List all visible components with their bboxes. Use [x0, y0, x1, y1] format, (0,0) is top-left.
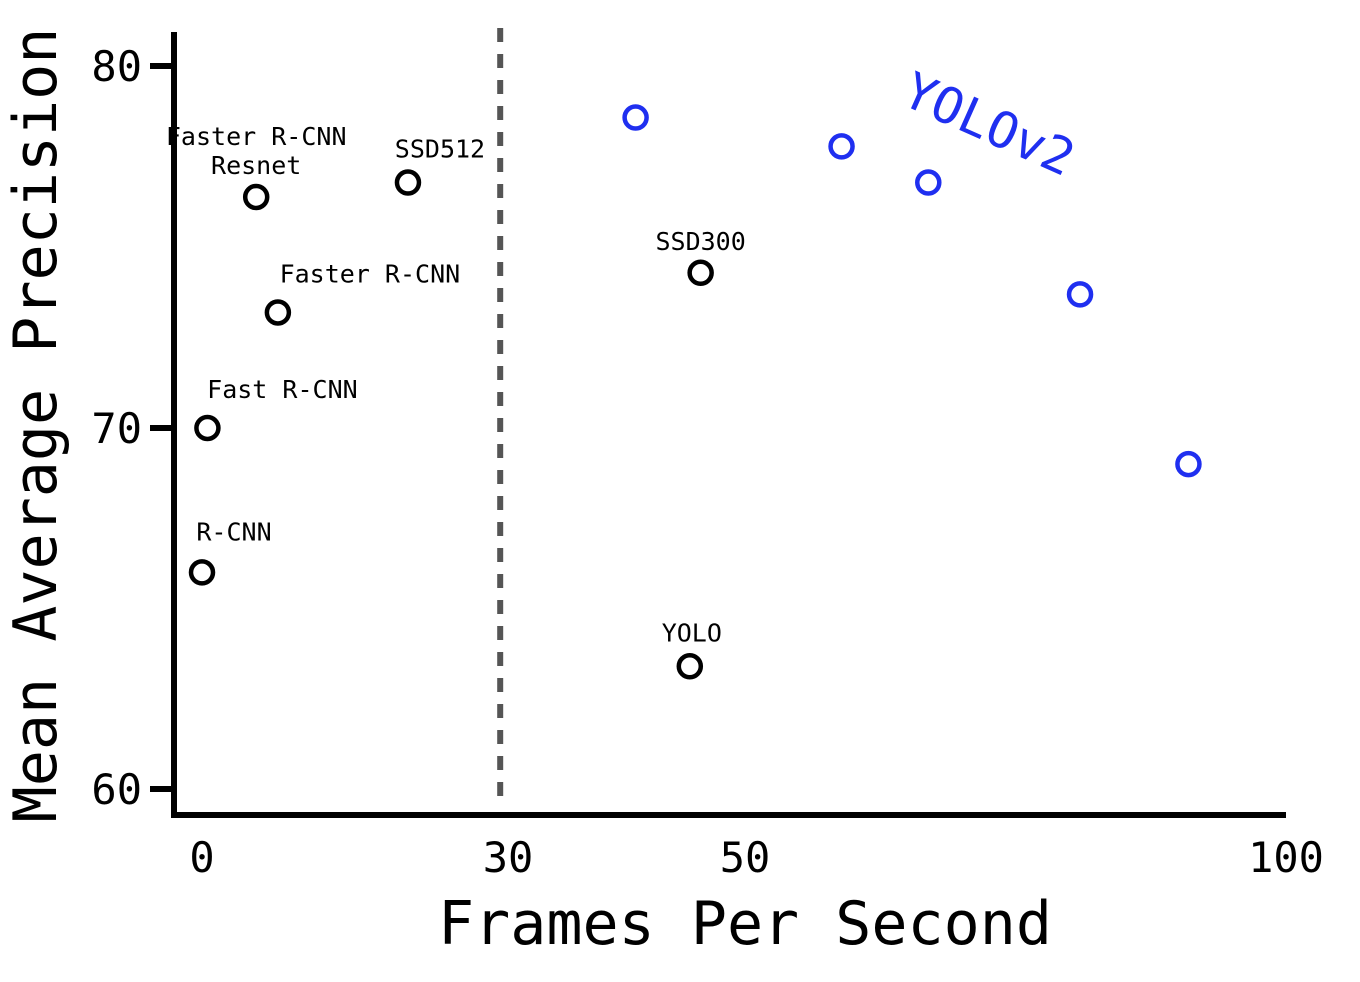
- model-point-1: [194, 414, 221, 442]
- x-tick-label-30: 30: [483, 833, 534, 882]
- model-point-3: [242, 183, 270, 211]
- point-label-6: YOLO: [662, 618, 722, 647]
- yolov2-point-2: [915, 169, 942, 196]
- x-tick-label-100: 100: [1248, 833, 1324, 882]
- point-label-1: Fast R-CNN: [207, 375, 358, 404]
- y-tick-label-80: 80: [91, 42, 142, 91]
- yolov2-point-1: [828, 133, 855, 160]
- legend-label-yolov2: YOLOv2: [895, 61, 1084, 187]
- point-label-4: SSD512: [395, 135, 485, 164]
- model-point-5: [687, 259, 714, 287]
- x-axis-ticks: 0 30 50 100: [189, 833, 1324, 882]
- yolov2-point-3: [1066, 281, 1094, 308]
- model-point-0: [188, 559, 216, 586]
- yolov2-point-4: [1175, 450, 1202, 478]
- y-axis-ticks: 60 70 80: [91, 42, 174, 814]
- point-label-2: Faster R-CNN: [280, 259, 461, 288]
- model-point-4: [394, 169, 422, 196]
- y-tick-label-60: 60: [91, 765, 142, 814]
- model-point-2: [264, 299, 292, 326]
- y-axis-title: Mean Average Precision: [1, 28, 71, 823]
- model-point-6: [676, 653, 704, 680]
- x-axis-title: Frames Per Second: [438, 889, 1052, 959]
- x-tick-label-0: 0: [189, 833, 214, 882]
- point-label-3: Faster R-CNN Resnet: [166, 122, 347, 180]
- yolov2-point-0: [622, 104, 649, 131]
- x-tick-label-50: 50: [720, 833, 771, 882]
- y-tick-label-70: 70: [91, 404, 142, 453]
- data-points: R-CNN Fast R-CNN Faster R-CNN Faster R-CNN R…: [166, 104, 1202, 680]
- point-label-0: R-CNN: [196, 517, 271, 546]
- point-label-5: SSD300: [655, 227, 745, 256]
